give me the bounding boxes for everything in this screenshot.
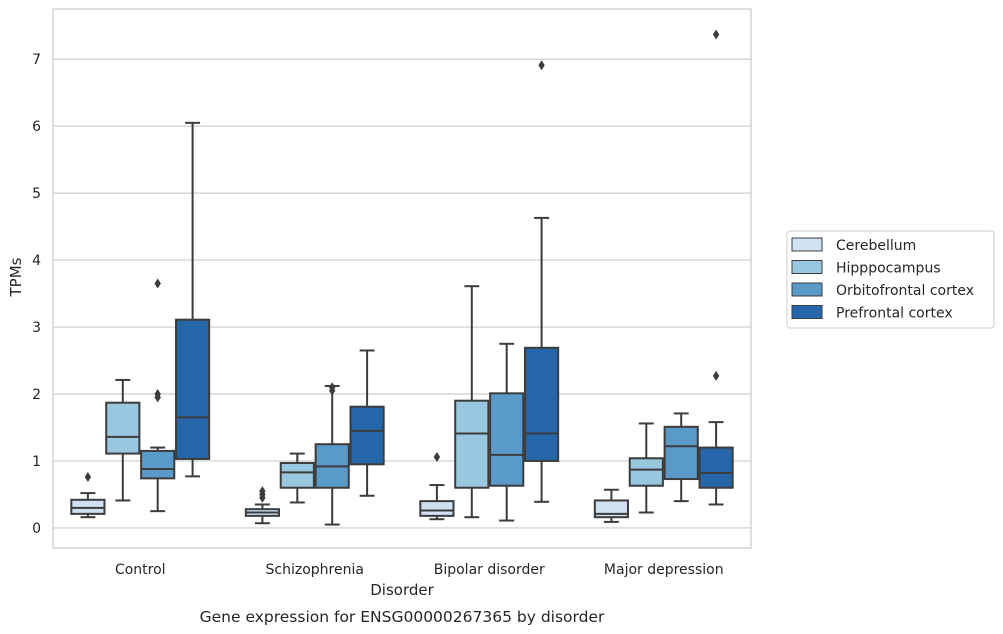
box-body xyxy=(175,318,211,460)
box-hipppocampus xyxy=(279,452,315,504)
x-tick-label: Bipolar disorder xyxy=(434,562,545,578)
outlier-point xyxy=(154,389,161,399)
box-body xyxy=(70,498,106,515)
y-tick-label: 5 xyxy=(32,186,41,202)
legend-swatch xyxy=(791,282,823,297)
legend-frame xyxy=(786,230,995,329)
box-body xyxy=(454,399,490,489)
box-hipppocampus xyxy=(628,422,664,514)
outlier-point xyxy=(433,451,441,462)
outlier-point xyxy=(538,60,545,71)
y-axis-label: TPMs xyxy=(7,257,25,297)
x-axis-label: Disorder xyxy=(370,581,434,599)
outlier-point xyxy=(154,278,161,289)
x-tick-labels: Control Schizophrenia Bipolar disorder Majo… xyxy=(115,562,724,578)
outlier-point xyxy=(712,29,720,40)
chart-caption: Gene expression for ENSG00000267365 by d… xyxy=(200,608,605,626)
legend-label: Cerebellum xyxy=(836,238,916,254)
box-cerebellum xyxy=(244,486,280,525)
box-cerebellum xyxy=(70,472,106,519)
legend-swatch xyxy=(791,305,823,319)
box-body xyxy=(279,461,315,489)
legend-label: Orbitofrontal cortex xyxy=(836,283,974,299)
x-tick-label: Major depression xyxy=(604,562,724,578)
y-tick-label: 7 xyxy=(32,52,41,68)
legend: Cerebellum Hipppocampus Orbitofrontal cort… xyxy=(786,230,995,329)
outlier-point xyxy=(329,382,336,393)
x-tick-label: Schizophrenia xyxy=(266,562,364,578)
box-body xyxy=(524,346,560,462)
legend-swatch xyxy=(791,237,823,252)
box-body xyxy=(698,446,734,489)
box-hipppocampus xyxy=(105,378,141,502)
legend-swatch xyxy=(791,260,823,274)
y-tick-labels: 0 1 2 3 4 5 6 7 xyxy=(32,52,41,537)
box-body xyxy=(489,392,525,487)
box-body xyxy=(349,405,385,466)
y-tick-label: 3 xyxy=(32,320,41,336)
box-cerebellum xyxy=(419,451,455,521)
box-body xyxy=(140,449,176,480)
box-prefrontal-cortex xyxy=(698,29,734,506)
outlier-point xyxy=(712,370,720,381)
x-tick-label: Control xyxy=(115,562,166,578)
box-orbitofrontal-cortex xyxy=(489,342,525,522)
y-tick-label: 0 xyxy=(32,521,41,537)
box-prefrontal-cortex xyxy=(524,60,560,503)
box-body xyxy=(419,500,455,517)
y-tick-label: 4 xyxy=(32,253,41,269)
box-prefrontal-cortex xyxy=(349,349,385,497)
box-body xyxy=(663,425,699,481)
box-hipppocampus xyxy=(454,285,490,519)
box-prefrontal-cortex xyxy=(175,121,211,478)
box-cerebellum xyxy=(593,488,629,523)
box-body xyxy=(105,401,141,455)
y-tick-label: 2 xyxy=(32,387,41,403)
box-orbitofrontal-cortex xyxy=(663,412,699,503)
box-body xyxy=(628,457,664,487)
box-orbitofrontal-cortex xyxy=(140,278,176,513)
legend-label: Hipppocampus xyxy=(836,261,941,277)
boxes xyxy=(70,29,734,526)
legend-label: Prefrontal cortex xyxy=(836,306,953,322)
outlier-point xyxy=(259,486,266,497)
plot-area-frame xyxy=(52,8,752,549)
outlier-point xyxy=(84,472,92,483)
y-tick-label: 6 xyxy=(32,119,41,135)
y-tick-label: 1 xyxy=(32,454,41,470)
box-orbitofrontal-cortex xyxy=(314,382,350,526)
